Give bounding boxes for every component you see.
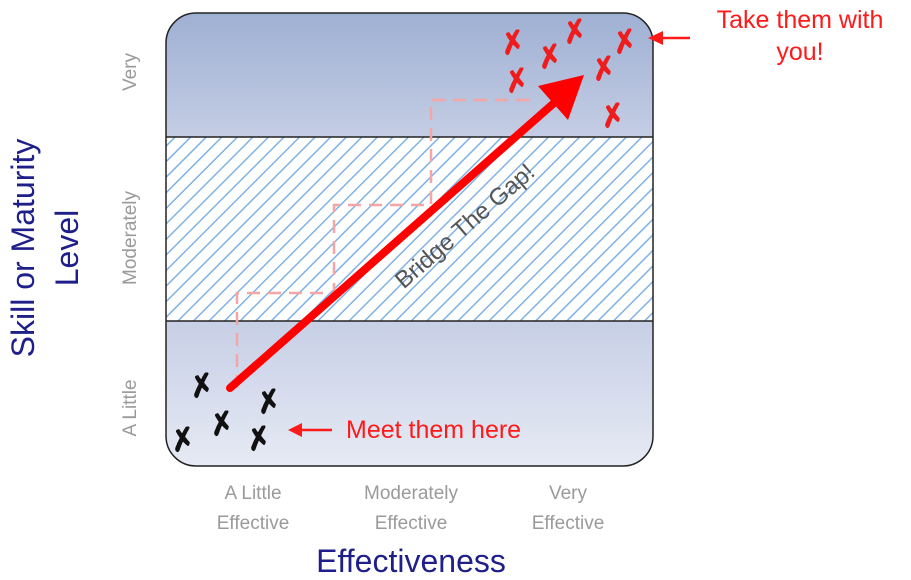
start-annotation: Meet them here — [288, 416, 521, 444]
band-very — [166, 13, 653, 137]
x-level-very-line2: Effective — [532, 513, 605, 534]
x-level-moderately-line2: Effective — [375, 513, 448, 534]
x-axis-title: Effectiveness — [316, 543, 506, 579]
end-label-line1: Take them with — [717, 6, 884, 34]
bridge-arrow — [226, 75, 584, 392]
y-level-a-little: A Little — [120, 379, 141, 436]
dashed-step-path — [235, 98, 530, 388]
y-axis-title-line1: Skill or Maturity — [5, 139, 41, 358]
end-label-line2: you! — [776, 38, 823, 66]
x-level-very-line1: Very — [549, 483, 588, 504]
x-level-a-little-line2: Effective — [217, 513, 290, 534]
y-level-moderately: Moderately — [120, 191, 141, 285]
x-level-moderately-line1: Moderately — [364, 483, 458, 504]
end-annotation: Take them with you! — [648, 6, 883, 66]
band-a-little — [166, 321, 653, 466]
start-label: Meet them here — [346, 416, 521, 444]
x-level-a-little-line1: A Little — [224, 483, 281, 504]
y-level-very: Very — [120, 52, 141, 91]
chart-frame — [165, 12, 654, 467]
y-axis-title-line2: Level — [49, 210, 85, 287]
